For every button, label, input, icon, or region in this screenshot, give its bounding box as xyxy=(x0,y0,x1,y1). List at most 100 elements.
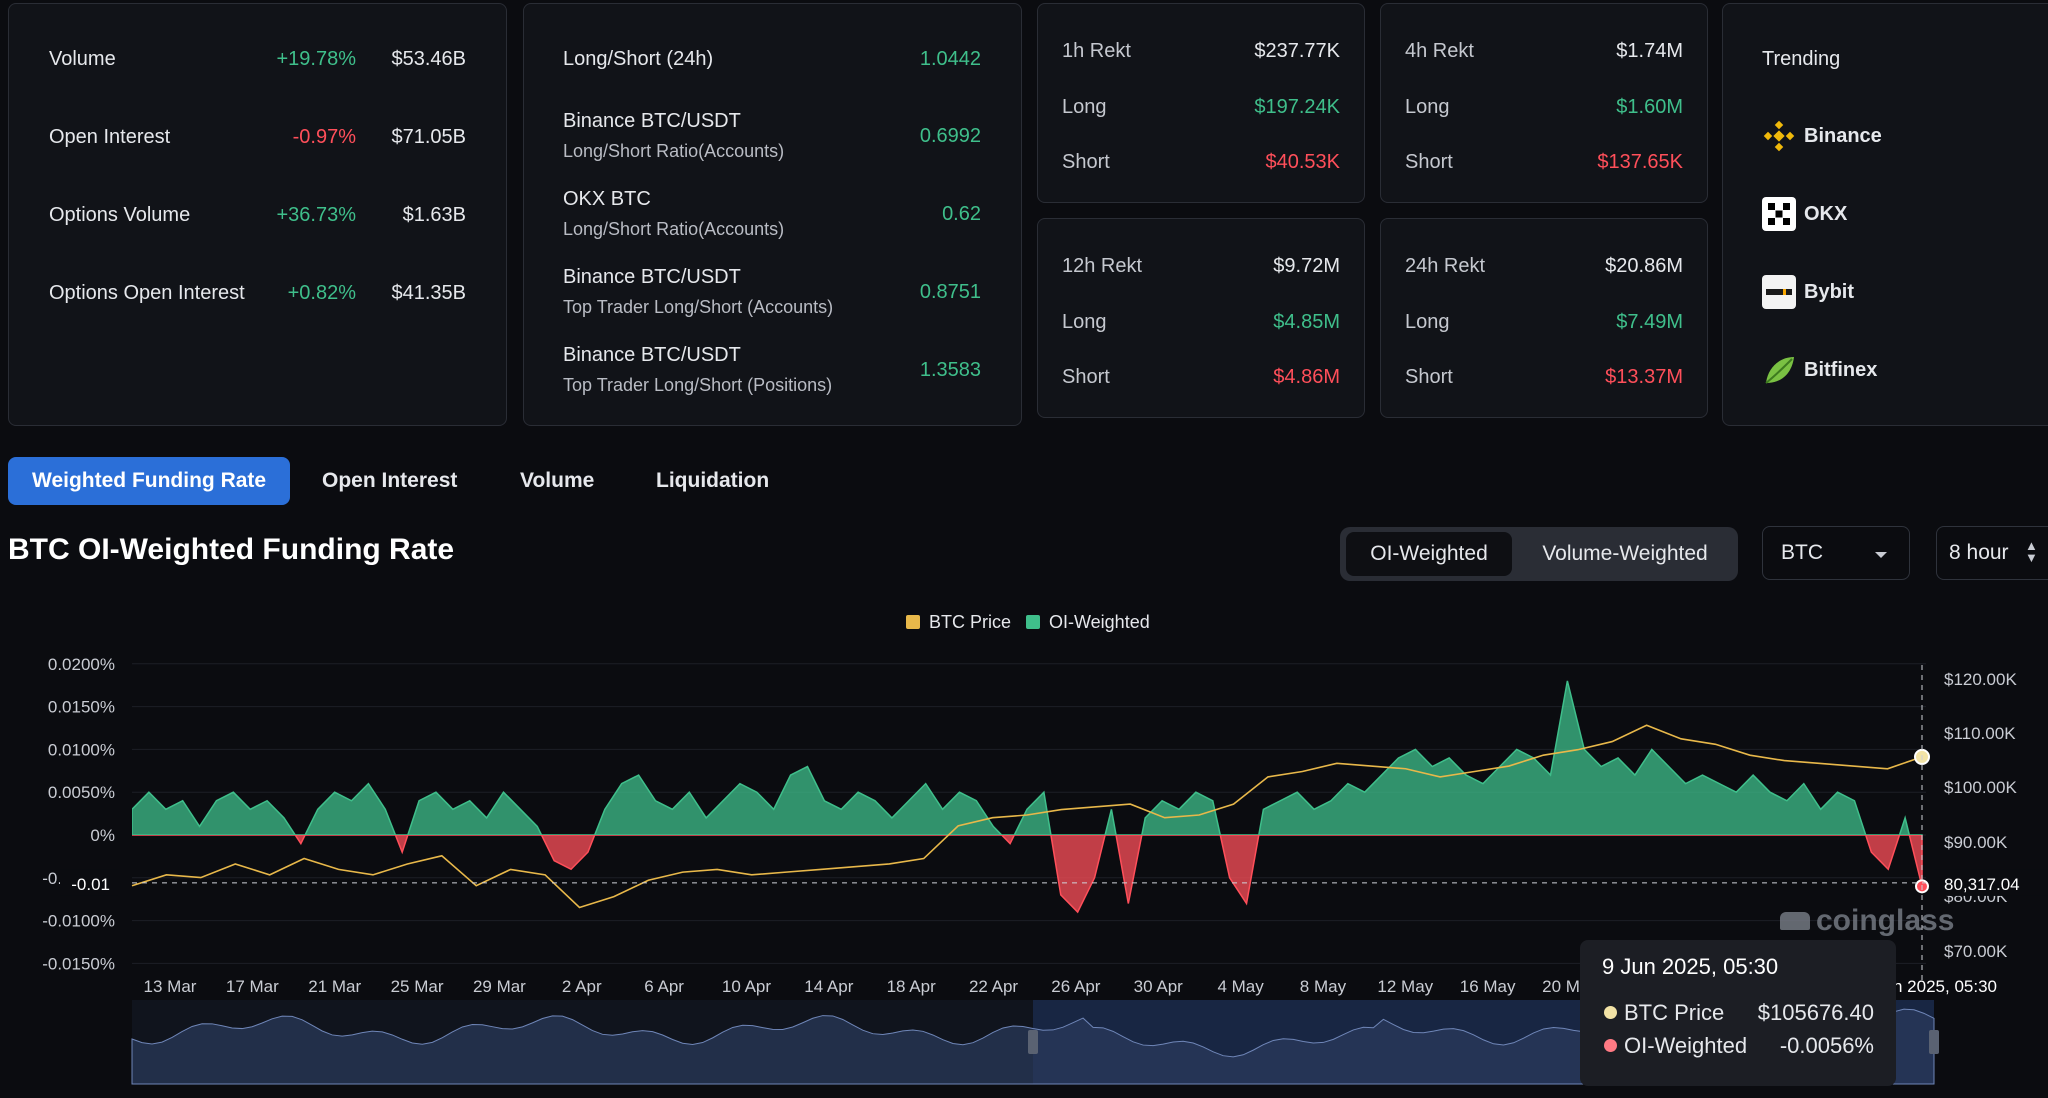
ls-value: 1.3583 xyxy=(919,359,981,381)
tooltip-oi-value: -0.0056% xyxy=(1779,1033,1874,1058)
trending-okx[interactable]: OKX xyxy=(1762,197,1847,231)
ls-sublabel: Top Trader Long/Short (Accounts) xyxy=(563,297,834,317)
tab-open-interest[interactable]: Open Interest xyxy=(322,469,458,492)
ls-label: OKX BTC xyxy=(563,188,651,210)
interval-select[interactable]: 8 hour ▲ ▼ xyxy=(1936,526,2048,580)
tooltip-oi-dot xyxy=(1604,1039,1617,1052)
btc-price-marker xyxy=(1914,748,1930,765)
navigator-handle-left xyxy=(1028,1030,1038,1054)
stepper-icon: ▲ ▼ xyxy=(2025,538,2038,565)
trending-bitfinex[interactable]: Bitfinex xyxy=(1762,353,1877,387)
tab-liquidation[interactable]: Liquidation xyxy=(656,469,770,492)
rekt-card: 12h Rekt $9.72M Long $4.85M Short $4.86M xyxy=(1037,218,1365,418)
crosshair-left-label-bg xyxy=(60,869,118,896)
oi-weighted-toggle[interactable]: OI-Weighted xyxy=(1346,532,1512,576)
right-axis-tick: $100.00K xyxy=(1944,778,2017,797)
x-axis-tick: 4 May xyxy=(1217,977,1264,996)
overview-change: +19.78% xyxy=(276,48,356,70)
rekt-card: 24h Rekt $20.86M Long $7.49M Short $13.3… xyxy=(1380,218,1708,418)
rekt-short-label: Short xyxy=(1405,366,1453,388)
left-axis-tick: 0% xyxy=(90,826,115,845)
trending-bybit[interactable]: Bybit xyxy=(1762,275,1854,309)
volume-weighted-toggle[interactable]: Volume-Weighted xyxy=(1542,542,1708,565)
left-axis-tick: -0.0150% xyxy=(42,954,115,973)
ls-value: 0.62 xyxy=(942,203,981,225)
x-axis-tick: 12 May xyxy=(1377,977,1433,996)
rekt-card: 4h Rekt $1.74M Long $1.60M Short $137.65… xyxy=(1380,3,1708,203)
x-axis-tick: 26 Apr xyxy=(1051,977,1100,996)
tooltip-oi-label: OI-Weighted xyxy=(1624,1033,1748,1058)
ls-sublabel: Long/Short Ratio(Accounts) xyxy=(563,219,785,239)
trending-binance-label: Binance xyxy=(1804,124,1882,147)
rekt-short-value: $40.53K xyxy=(1265,151,1340,173)
rekt-total: $20.86M xyxy=(1605,255,1683,277)
x-axis-tick: 22 Apr xyxy=(969,977,1018,996)
trending-bitfinex-label: Bitfinex xyxy=(1804,358,1878,381)
tooltip-btc-dot xyxy=(1604,1006,1617,1019)
rekt-title: 1h Rekt xyxy=(1062,40,1131,62)
trending-binance[interactable]: Binance xyxy=(1762,119,1882,153)
chart-tooltip: 9 Jun 2025, 05:30 BTC Price $105676.40 O… xyxy=(1580,940,1896,1086)
tooltip-date: 9 Jun 2025, 05:30 xyxy=(1602,954,1779,979)
ls-label: Binance BTC/USDT xyxy=(563,344,741,366)
rekt-title: 24h Rekt xyxy=(1405,255,1486,277)
navigator-handle-right xyxy=(1929,1030,1939,1054)
overview-value: $41.35B xyxy=(391,282,466,304)
rekt-long-label: Long xyxy=(1405,96,1450,118)
legend-label: OI-Weighted xyxy=(1049,612,1150,632)
x-axis-tick: 18 Apr xyxy=(887,977,936,996)
oi-weighted-positive-area xyxy=(132,680,1923,835)
right-axis-tick: $90.00K xyxy=(1944,833,2008,852)
ls-sublabel: Long/Short Ratio(Accounts) xyxy=(563,141,785,161)
rekt-short-label: Short xyxy=(1062,151,1110,173)
trending-title: Trending xyxy=(1762,48,1841,70)
tab-volume[interactable]: Volume xyxy=(520,469,595,492)
left-axis-tick: 0.0100% xyxy=(48,740,115,759)
right-axis-tick: $70.00K xyxy=(1944,942,2008,961)
x-axis-tick: 16 May xyxy=(1460,977,1516,996)
x-axis-tick: 14 Apr xyxy=(804,977,853,996)
x-axis-tick: 6 Apr xyxy=(644,977,684,996)
left-axis-tick: 0.0150% xyxy=(48,698,115,717)
left-axis-tick: -0.0050% xyxy=(42,869,115,888)
rekt-short-value: $137.65K xyxy=(1597,151,1683,173)
watermark-text: coinglass xyxy=(1816,904,1955,937)
legend-swatch xyxy=(906,615,920,629)
rekt-long-value: $7.49M xyxy=(1616,311,1683,333)
right-axis-tick: $110.00K xyxy=(1944,724,2016,743)
binance-icon xyxy=(1762,119,1796,153)
tooltip-btc-label: BTC Price xyxy=(1624,1000,1725,1025)
left-axis-tick: 0.0050% xyxy=(48,783,115,802)
overview-change: +0.82% xyxy=(287,282,356,304)
overview-value: $1.63B xyxy=(402,204,466,226)
rekt-total: $237.77K xyxy=(1254,40,1340,62)
x-axis-tick: 29 Mar xyxy=(473,977,526,996)
bybit-icon xyxy=(1762,275,1796,309)
rekt-long-value: $1.60M xyxy=(1616,96,1683,118)
rekt-long-label: Long xyxy=(1062,311,1107,333)
rekt-card: 1h Rekt $237.77K Long $197.24K Short $40… xyxy=(1037,3,1365,203)
x-axis-tick: 25 Mar xyxy=(391,977,444,996)
trending-bybit-label: Bybit xyxy=(1804,280,1854,303)
watermark-logo: coinglass xyxy=(1780,904,1954,938)
tab-weighted-funding-rate[interactable]: Weighted Funding Rate xyxy=(8,457,291,505)
okx-icon xyxy=(1762,197,1796,231)
rekt-short-value: $13.37M xyxy=(1605,366,1683,388)
rekt-title: 12h Rekt xyxy=(1062,255,1143,277)
overview-change: -0.97% xyxy=(292,126,356,148)
x-axis-tick: 10 Apr xyxy=(722,977,771,996)
chevron-down-icon xyxy=(1875,552,1887,558)
left-axis-tick: -0.0100% xyxy=(42,912,115,931)
rekt-long-value: $4.85M xyxy=(1273,311,1340,333)
watermark-icon xyxy=(1780,912,1810,930)
crosshair-right-label: 80,317.04 xyxy=(1944,875,2020,894)
btc-price-line xyxy=(131,724,1923,909)
long-short-card: Long/Short (24h) 1.0442 Binance BTC/USDT … xyxy=(523,3,1022,426)
bitfinex-icon xyxy=(1762,353,1796,387)
crosshair-left-label: -0.01 xyxy=(71,875,110,894)
coin-select[interactable]: BTC xyxy=(1762,526,1910,580)
tooltip-btc-value: $105676.40 xyxy=(1757,1000,1874,1025)
rekt-title: 4h Rekt xyxy=(1405,40,1474,62)
x-axis-tick: 21 Mar xyxy=(308,977,361,996)
ls-label: Binance BTC/USDT xyxy=(563,110,741,132)
